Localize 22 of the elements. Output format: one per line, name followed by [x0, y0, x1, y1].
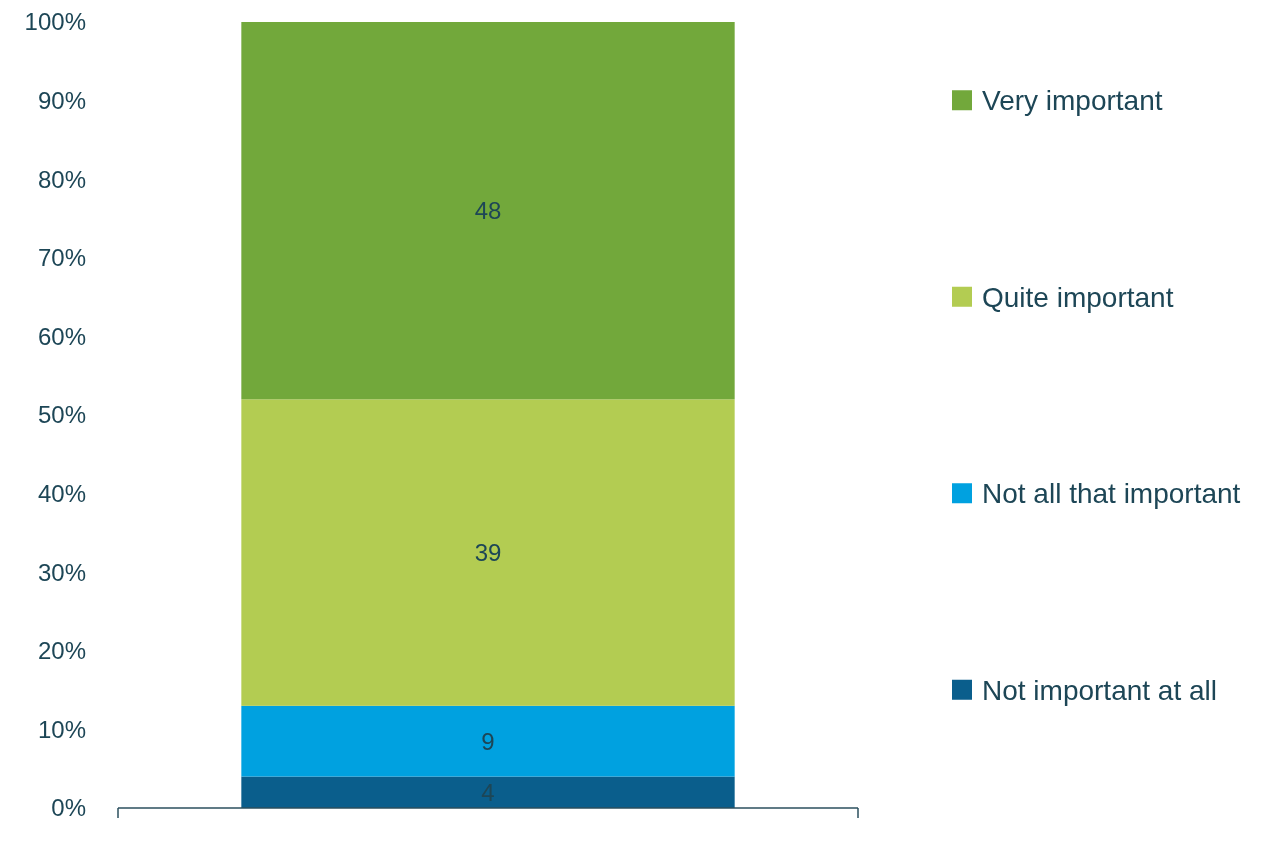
bar	[241, 399, 735, 706]
y-tick-label: 70%	[37, 244, 86, 272]
legend-label: Quite important	[982, 281, 1174, 313]
y-tick-label: 50%	[37, 401, 86, 429]
legend-label: Very important	[982, 85, 1163, 117]
y-tick-label: 80%	[37, 165, 86, 193]
bar	[241, 705, 735, 777]
bar	[241, 776, 735, 808]
y-tick-label: 0%	[51, 794, 86, 822]
y-tick-label: 40%	[37, 480, 86, 507]
data-label: 9	[481, 727, 495, 755]
y-tick-label: 20%	[37, 637, 86, 665]
legend-label: Not important at all	[982, 674, 1217, 706]
y-tick-label: 60%	[37, 322, 86, 350]
data-label: 48	[474, 197, 502, 225]
y-tick-label: 30%	[37, 558, 86, 586]
y-tick-label: 10%	[37, 715, 86, 743]
bar	[241, 22, 735, 400]
data-label: 39	[474, 538, 502, 566]
y-tick-label: 90%	[37, 87, 86, 114]
legend-label: Not all that important	[982, 478, 1241, 510]
y-tick-label: 100%	[24, 8, 86, 36]
